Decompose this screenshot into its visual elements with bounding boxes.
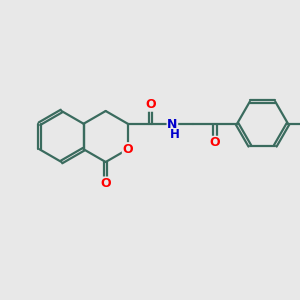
Text: H: H xyxy=(169,128,179,141)
Text: O: O xyxy=(210,136,220,149)
Text: O: O xyxy=(122,143,133,156)
Text: O: O xyxy=(146,98,156,111)
Text: N: N xyxy=(167,118,178,131)
Text: O: O xyxy=(100,177,111,190)
